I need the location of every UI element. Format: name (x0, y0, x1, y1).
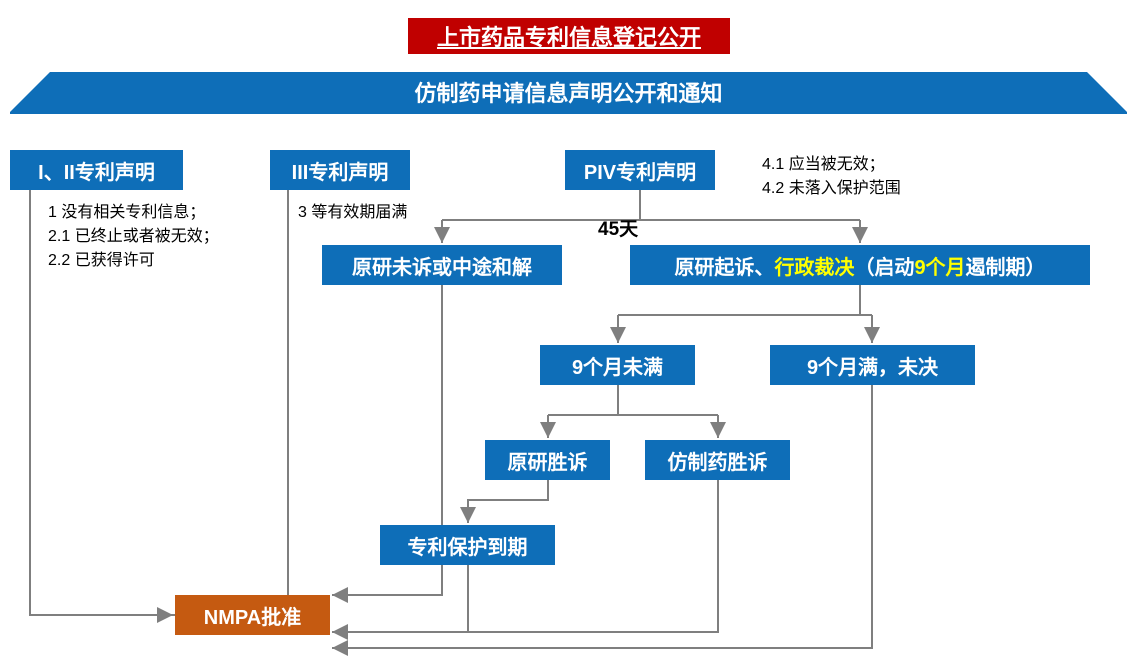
node-nmpa: NMPA批准 (175, 595, 330, 635)
node-claim4: PIV专利声明 (565, 150, 715, 190)
note-claim3: 3 等有效期届满 (298, 201, 407, 225)
node-sue: 原研起诉、行政裁决（启动9个月遏制期） (630, 245, 1090, 285)
edge-gt9-nmpa (332, 385, 872, 648)
node-gt9: 9个月满，未决 (770, 345, 975, 385)
edge-origwin-patexp (468, 480, 548, 523)
note-claim4: 4.1 应当被无效；4.2 未落入保护范围 (762, 153, 901, 201)
node-claim12: I、II专利声明 (10, 150, 183, 190)
note-claim12: 1 没有相关专利信息；2.1 已终止或者被无效；2.2 已获得许可 (48, 201, 219, 273)
edge-sue-split (618, 285, 872, 343)
edge-lt9-split (548, 385, 718, 438)
node-lt9: 9个月未满 (540, 345, 695, 385)
node-pat-exp: 专利保护到期 (380, 525, 555, 565)
node-no-sue: 原研未诉或中途和解 (322, 245, 562, 285)
label-45days: 45天 (598, 216, 638, 245)
edge-patexp-nmpa (332, 565, 468, 632)
banner-blue: 仿制药申请信息声明公开和通知 (10, 72, 1127, 112)
node-orig-win: 原研胜诉 (485, 440, 610, 480)
node-gen-win: 仿制药胜诉 (645, 440, 790, 480)
node-claim3: III专利声明 (270, 150, 410, 190)
banner-red: 上市药品专利信息登记公开 (408, 18, 730, 54)
banner-underline (10, 112, 1127, 114)
